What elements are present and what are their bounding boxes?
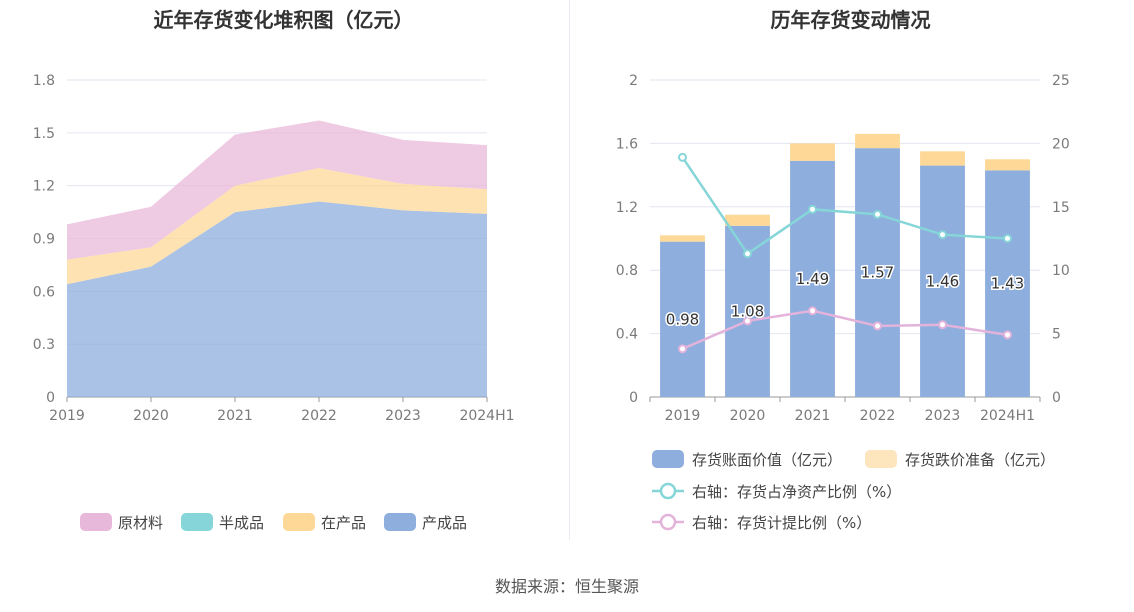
line-point (938, 320, 947, 330)
y-left-tick-label: 1.2 (616, 200, 638, 216)
bar-value-label: 1.57 (861, 264, 894, 282)
y-left-tick-label: 2 (629, 73, 638, 89)
bar-value-label: 1.49 (796, 270, 829, 288)
legend-label: 右轴：存货计提比例（%） (692, 514, 871, 532)
legend-label: 右轴：存货占净资产比例（%） (692, 483, 901, 501)
x-tick-label: 2022 (301, 408, 337, 424)
y-left-tick-label: 0 (629, 390, 638, 406)
y-left-tick-label: 0.8 (616, 263, 638, 279)
data-source-note: 数据来源：恒生聚源 (494, 577, 639, 596)
bar-impairment-reserve (790, 143, 835, 161)
series-line-1 (682, 309, 1008, 350)
area-在产品 (67, 168, 487, 285)
bar-book-value (660, 241, 705, 397)
y-tick-label: 0 (46, 390, 55, 406)
y-tick-label: 0.3 (33, 337, 55, 353)
bar-book-value (920, 165, 965, 397)
legend-label: 存货账面价值（亿元） (692, 451, 842, 469)
y-right-tick-label: 20 (1052, 136, 1070, 152)
x-tick-label: 2021 (217, 408, 253, 424)
x-tick-label: 2023 (385, 408, 421, 424)
bar-value-label: 1.08 (731, 302, 764, 320)
y-tick-label: 1.5 (33, 126, 55, 142)
legend-line-marker (659, 482, 677, 500)
line-point (808, 204, 817, 214)
x-tick-label: 2024H1 (980, 408, 1035, 424)
legend-label: 产成品 (422, 514, 467, 532)
bar-book-value (855, 148, 900, 397)
x-tick-label: 2019 (49, 408, 85, 424)
y-tick-label: 1.2 (33, 179, 55, 195)
bar-impairment-reserve (855, 133, 900, 149)
area-产成品 (67, 201, 487, 397)
chart-divider (569, 0, 570, 540)
line-point (678, 152, 687, 162)
bar-book-value (985, 170, 1030, 397)
line-point (678, 344, 687, 354)
bar-book-value (790, 160, 835, 397)
legend-line-marker (659, 513, 677, 531)
legend-swatch (652, 450, 684, 468)
bar-impairment-reserve (660, 235, 705, 242)
y-tick-label: 0.9 (33, 232, 55, 248)
line-point (1003, 330, 1012, 340)
legend-swatch (283, 513, 315, 531)
x-tick-label: 2020 (133, 408, 169, 424)
bar-value-label: 1.43 (991, 275, 1024, 293)
legend-swatch (181, 513, 213, 531)
x-tick-label: 2020 (730, 408, 766, 424)
y-right-tick-label: 0 (1052, 390, 1061, 406)
left-chart-title: 近年存货变化堆积图（亿元） (153, 8, 414, 32)
y-right-tick-label: 15 (1052, 200, 1070, 216)
bar-impairment-reserve (725, 214, 770, 226)
x-tick-label: 2022 (860, 408, 896, 424)
line-point (938, 230, 947, 240)
y-right-tick-label: 5 (1052, 327, 1061, 343)
line-point (873, 209, 882, 219)
right-chart-title: 历年存货变动情况 (770, 8, 931, 32)
bar-impairment-reserve (985, 159, 1030, 171)
legend-label: 存货跌价准备（亿元） (905, 451, 1055, 469)
stacked-area-chart: 0 0.3 0.6 0.9 1.2 1.5 1.8 2019 2020 2021 2022 2023 2… (33, 73, 515, 532)
y-right-tick-label: 25 (1052, 73, 1070, 89)
line-point (1003, 234, 1012, 243)
legend-label: 在产品 (321, 514, 366, 532)
line-point (808, 306, 817, 316)
legend-swatch (80, 513, 112, 531)
x-tick-label: 2024H1 (459, 408, 514, 424)
y-tick-label: 1.8 (33, 73, 55, 89)
x-tick-label: 2023 (925, 408, 961, 424)
x-tick-label: 2019 (665, 408, 701, 424)
y-left-tick-label: 1.6 (616, 136, 638, 152)
y-right-tick-label: 10 (1052, 263, 1070, 279)
line-point (873, 321, 882, 331)
line-point (743, 316, 752, 326)
bar-value-label: 0.98 (666, 310, 699, 328)
legend-swatch (865, 450, 897, 468)
line-point (743, 249, 752, 259)
bar-value-label: 1.46 (926, 272, 959, 290)
bar-impairment-reserve (920, 151, 965, 166)
series-line-0 (681, 156, 1008, 256)
x-tick-label: 2021 (795, 408, 831, 424)
legend-label: 原材料 (118, 514, 163, 532)
y-tick-label: 0.6 (33, 284, 55, 300)
area-原材料 (67, 120, 487, 260)
y-left-tick-label: 0.4 (616, 327, 638, 343)
legend-swatch (384, 513, 416, 531)
legend-label: 半成品 (219, 514, 264, 532)
